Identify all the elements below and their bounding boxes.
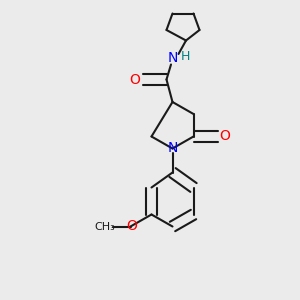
Text: N: N (167, 142, 178, 155)
Text: O: O (127, 219, 137, 233)
Text: CH₃: CH₃ (94, 221, 116, 232)
Text: O: O (220, 130, 230, 143)
Text: O: O (130, 73, 140, 86)
Text: N: N (167, 52, 178, 65)
Text: H: H (180, 50, 190, 64)
